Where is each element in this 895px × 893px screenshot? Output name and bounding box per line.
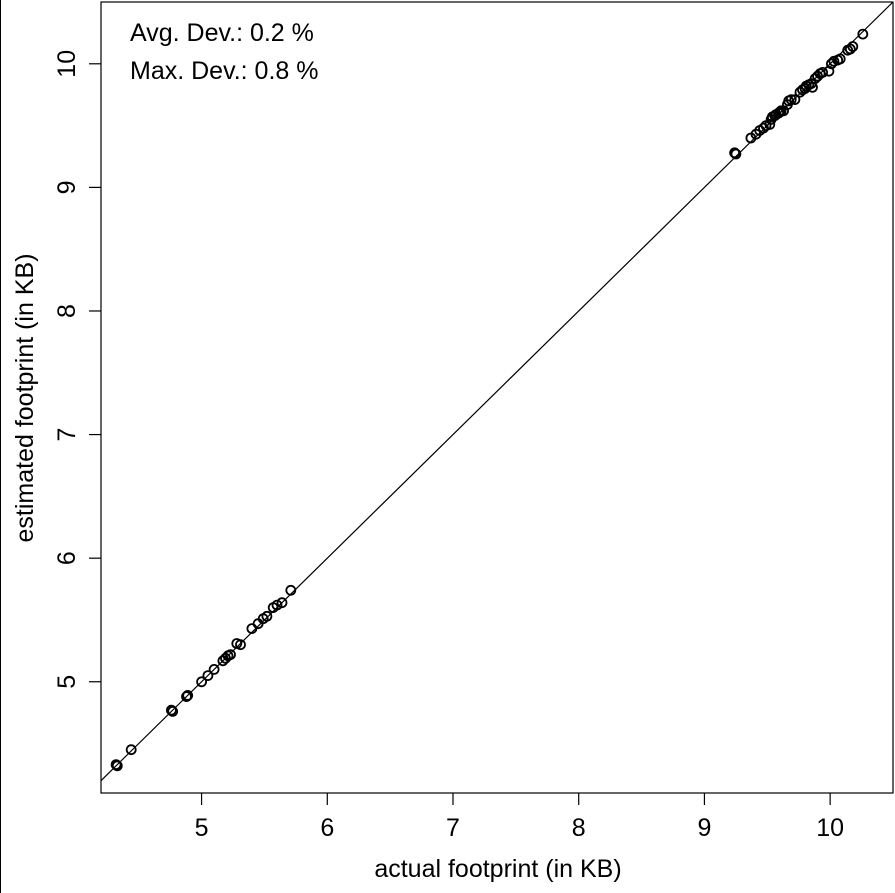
- plot-layer: [100, 1, 894, 782]
- data-point: [285, 584, 297, 596]
- y-tick-label: 8: [53, 304, 81, 318]
- data-point: [730, 148, 742, 160]
- data-point: [844, 43, 856, 55]
- avg-deviation-annotation: Avg. Dev.: 0.2 %: [130, 19, 314, 47]
- x-tick-label: 5: [195, 814, 209, 842]
- data-point: [110, 759, 122, 770]
- data-point: [271, 599, 283, 611]
- data-point: [773, 107, 784, 119]
- y-tick-label: 9: [53, 180, 81, 194]
- data-point: [817, 67, 828, 78]
- data-point: [167, 706, 179, 717]
- data-point: [196, 676, 208, 688]
- data-point: [729, 147, 740, 159]
- x-tick-label: 8: [572, 814, 586, 842]
- data-point: [202, 670, 214, 681]
- y-tick-label: 5: [53, 675, 81, 689]
- data-point: [847, 41, 859, 52]
- data-point: [834, 53, 846, 65]
- data-point: [165, 704, 177, 716]
- plot-frame: [100, 1, 894, 794]
- data-point: [276, 597, 288, 609]
- axis-layer: 5 6 7 8 9 10 5 6 7 8 9 10: [53, 1, 894, 842]
- max-deviation-annotation: Max. Dev.: 0.8 %: [130, 57, 319, 85]
- data-point: [857, 28, 869, 40]
- y-tick-label: 6: [53, 551, 81, 565]
- y-tick-label: 10: [53, 50, 81, 78]
- data-point: [208, 664, 220, 675]
- data-point: [125, 744, 137, 756]
- x-tick-label: 10: [816, 814, 844, 842]
- data-point: [111, 760, 123, 772]
- y-tick-label: 7: [53, 428, 81, 442]
- data-point: [789, 94, 801, 105]
- data-point: [235, 639, 246, 651]
- x-axis-label: actual footprint (in KB): [374, 855, 621, 883]
- y-axis-label: estimated footprint (in KB): [11, 253, 39, 542]
- x-tick-label: 7: [446, 814, 460, 842]
- x-tick-label: 9: [697, 814, 711, 842]
- data-point: [225, 649, 236, 660]
- data-point: [181, 691, 192, 702]
- data-point: [261, 610, 273, 622]
- data-point: [182, 690, 194, 701]
- x-tick-label: 6: [320, 814, 334, 842]
- data-point: [785, 94, 797, 105]
